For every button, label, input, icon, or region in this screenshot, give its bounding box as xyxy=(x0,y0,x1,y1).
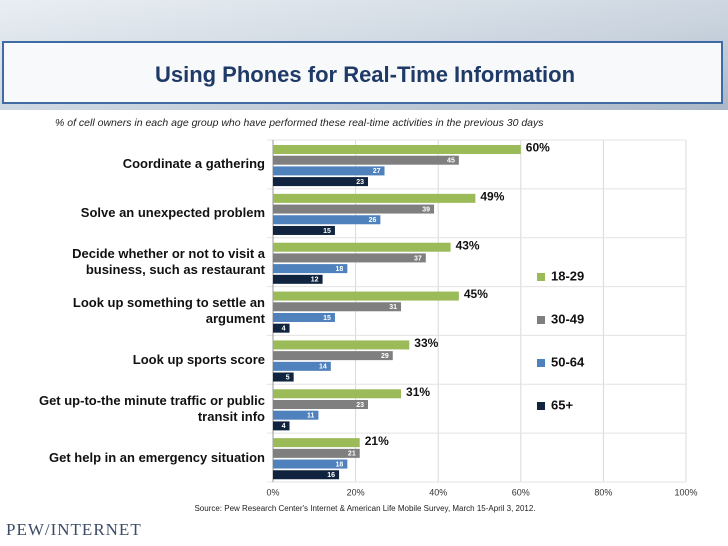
value-label: 45 xyxy=(447,158,455,165)
value-label: 29 xyxy=(381,353,389,360)
bar xyxy=(273,459,348,469)
value-label: 16 xyxy=(327,472,335,479)
category-label: Decide whether or not to visit a busines… xyxy=(72,246,265,278)
bar xyxy=(273,340,410,350)
bar xyxy=(273,351,393,361)
value-label: 31% xyxy=(406,385,430,399)
bar xyxy=(273,438,360,448)
legend-swatch xyxy=(537,402,545,410)
value-label: 31 xyxy=(389,304,397,311)
bar xyxy=(273,372,294,382)
x-tick-label: 20% xyxy=(347,487,365,497)
chart-title: Using Phones for Real-Time Information xyxy=(155,62,575,87)
bar xyxy=(273,166,385,176)
value-label: 23 xyxy=(356,179,364,186)
legend-label: 30-49 xyxy=(551,311,584,326)
legend-swatch xyxy=(537,273,545,281)
bar xyxy=(273,215,381,225)
x-tick-label: 0% xyxy=(266,487,279,497)
value-label: 23 xyxy=(356,402,364,409)
value-label: 49% xyxy=(480,190,504,204)
value-label: 43% xyxy=(456,238,480,252)
category-label: Look up something to settle an argument xyxy=(72,295,265,326)
value-label: 12 xyxy=(311,277,319,284)
bar xyxy=(273,410,319,420)
bar xyxy=(273,323,290,333)
bar xyxy=(273,145,521,154)
value-label: 21% xyxy=(365,434,389,448)
bar xyxy=(273,291,459,301)
category-label: Coordinate a gathering xyxy=(122,156,265,172)
bar xyxy=(273,302,402,312)
bar xyxy=(273,312,335,322)
value-label: 15 xyxy=(323,228,331,235)
value-label: 45% xyxy=(464,287,488,301)
bar xyxy=(273,399,368,409)
value-label: 15 xyxy=(323,315,331,322)
value-label: 18 xyxy=(336,266,344,273)
value-label: 11 xyxy=(307,413,315,420)
bar xyxy=(273,389,402,399)
value-label: 26 xyxy=(369,217,377,224)
bar xyxy=(273,448,360,458)
bar xyxy=(273,155,459,165)
category-label: Look up sports score xyxy=(132,351,265,367)
bar xyxy=(273,421,290,431)
value-label: 37 xyxy=(414,255,422,262)
value-label: 4 xyxy=(282,423,286,430)
value-label: 39 xyxy=(422,206,430,213)
value-label: 18 xyxy=(336,461,344,468)
value-label: 4 xyxy=(282,326,286,333)
bar xyxy=(273,242,451,252)
logo: PEW/INTERNET xyxy=(6,520,142,539)
value-label: 27 xyxy=(373,168,381,175)
bar xyxy=(273,470,340,480)
bar xyxy=(273,264,348,274)
legend-label: 65+ xyxy=(551,397,573,412)
bar xyxy=(273,361,331,371)
legend-label: 18-29 xyxy=(551,268,584,283)
legend-label: 50-64 xyxy=(551,354,585,369)
value-label: 60% xyxy=(526,141,550,155)
value-label: 21 xyxy=(348,451,356,458)
value-label: 33% xyxy=(414,336,438,350)
chart-subtitle: % of cell owners in each age group who h… xyxy=(55,117,544,129)
x-tick-label: 40% xyxy=(429,487,447,497)
value-label: 14 xyxy=(319,364,327,371)
category-label: Solve an unexpected problem xyxy=(80,205,265,221)
bar xyxy=(273,177,368,187)
title-box xyxy=(2,41,723,104)
x-tick-label: 100% xyxy=(674,487,697,497)
legend-swatch xyxy=(537,359,545,367)
bar xyxy=(273,274,323,284)
source-note: Source: Pew Research Center's Internet &… xyxy=(194,504,535,513)
value-label: 5 xyxy=(286,374,290,381)
bar xyxy=(273,253,426,263)
bar xyxy=(273,225,335,235)
x-tick-label: 60% xyxy=(512,487,530,497)
x-tick-label: 80% xyxy=(594,487,612,497)
legend-swatch xyxy=(537,316,545,324)
bar xyxy=(273,204,435,214)
category-label: Get up-to-the minute traffic or public t… xyxy=(38,392,265,424)
bar xyxy=(273,193,476,203)
category-label: Get help in an emergency situation xyxy=(49,449,265,465)
